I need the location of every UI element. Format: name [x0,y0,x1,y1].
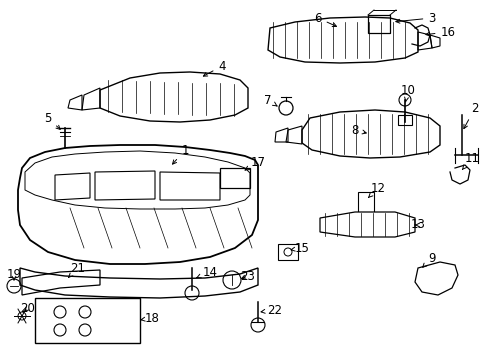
Text: 3: 3 [395,12,435,24]
Bar [220,168,249,188]
Polygon shape [20,268,258,298]
Text: 5: 5 [44,112,60,129]
Text: 4: 4 [203,59,225,76]
Text: 9: 9 [422,252,435,267]
Polygon shape [18,145,258,264]
Text: 22: 22 [261,303,282,316]
Bar [35,298,140,343]
Text: 15: 15 [290,242,309,255]
Text: 11: 11 [462,152,479,170]
Text: 2: 2 [463,102,478,129]
Text: 12: 12 [368,181,385,197]
Text: 6: 6 [314,12,336,27]
Bar [397,115,411,125]
Text: 17: 17 [244,156,265,170]
Polygon shape [100,72,247,122]
Polygon shape [267,17,417,63]
Text: 20: 20 [20,302,35,315]
Polygon shape [414,262,457,295]
Text: 16: 16 [425,26,454,39]
Text: 13: 13 [410,219,425,231]
Text: 10: 10 [400,84,415,102]
Bar [367,15,389,33]
Text: 1: 1 [172,144,188,164]
Text: 14: 14 [197,266,217,279]
Text: 23: 23 [240,270,255,283]
Text: 21: 21 [68,261,85,278]
Bar [357,192,373,214]
Polygon shape [319,212,414,237]
Text: 19: 19 [6,269,21,282]
Polygon shape [302,110,439,158]
Text: 18: 18 [141,311,159,324]
Text: 8: 8 [350,123,366,136]
Text: 7: 7 [264,94,277,107]
Bar [278,244,297,260]
